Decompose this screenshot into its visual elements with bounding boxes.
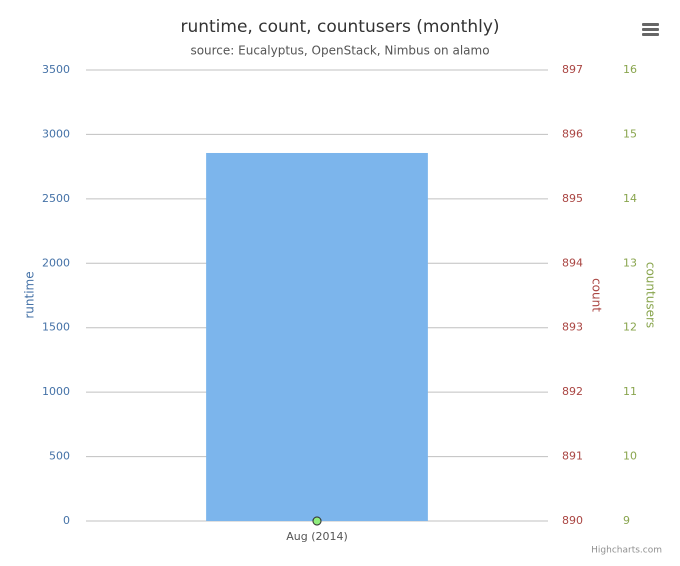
credits[interactable]: Highcharts.com <box>591 546 662 556</box>
y2-tick-label: 897 <box>562 63 583 76</box>
y-tick-label: 2500 <box>42 192 70 205</box>
y-tick-label: 500 <box>49 450 70 463</box>
y3-tick-label: 13 <box>623 256 637 269</box>
y2-tick-label: 891 <box>562 450 583 463</box>
y3-tick-label: 9 <box>623 514 630 527</box>
menu-button[interactable] <box>642 23 659 36</box>
y-tick-label: 3500 <box>42 63 70 76</box>
chart-title: runtime, count, countusers (monthly) <box>180 17 499 37</box>
y3-tick-label: 16 <box>623 63 637 76</box>
y-axis-title: runtime <box>23 271 37 318</box>
y3-tick-label: 11 <box>623 385 637 398</box>
menu-bar[interactable] <box>642 33 659 36</box>
y2-tick-label: 893 <box>562 321 583 334</box>
chart-subtitle: source: Eucalyptus, OpenStack, Nimbus on… <box>190 44 489 58</box>
y2-axis-title: count <box>590 278 604 312</box>
x-tick-label: Aug (2014) <box>286 530 348 543</box>
y2-tick-label: 896 <box>562 127 583 140</box>
line-marker <box>312 516 322 526</box>
y2-tick-label: 892 <box>562 385 583 398</box>
menu-bar[interactable] <box>642 28 659 31</box>
bar <box>206 152 428 521</box>
y2-tick-label: 894 <box>562 256 583 269</box>
y3-tick-label: 10 <box>623 450 637 463</box>
menu-bar[interactable] <box>642 23 659 26</box>
y-tick-label: 2000 <box>42 256 70 269</box>
y2-tick-label: 895 <box>562 192 583 205</box>
y-tick-label: 0 <box>63 514 70 527</box>
y-tick-label: 1500 <box>42 321 70 334</box>
y3-axis-title: countusers <box>644 262 658 328</box>
y-tick-label: 1000 <box>42 385 70 398</box>
y-tick-label: 3000 <box>42 127 70 140</box>
y3-tick-label: 15 <box>623 127 637 140</box>
y3-tick-label: 14 <box>623 192 637 205</box>
y2-tick-label: 890 <box>562 514 583 527</box>
y3-tick-label: 12 <box>623 321 637 334</box>
